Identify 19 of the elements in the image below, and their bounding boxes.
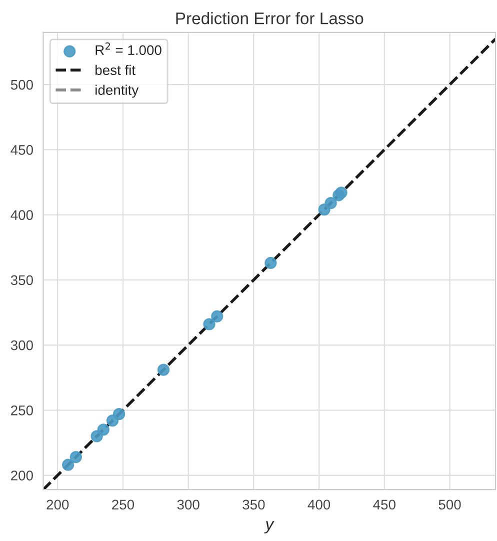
x-tick-label: 350 bbox=[242, 500, 265, 510]
legend-label: R$^{2}$ = 1.000 bbox=[96, 42, 162, 56]
x-tick-label: 200 bbox=[46, 500, 69, 510]
x-axis-title: y bbox=[264, 521, 274, 534]
y-tick-label: 250 bbox=[11, 405, 33, 416]
x-tick-label: 500 bbox=[438, 500, 461, 510]
y-tick-label: 200 bbox=[11, 470, 33, 480]
chart-title: Prediction Error for Lasso bbox=[176, 12, 364, 24]
y-tick-label: 400 bbox=[10, 210, 33, 220]
x-tick-label: 300 bbox=[177, 500, 200, 510]
legend-label: best fit bbox=[96, 64, 136, 76]
x-tick-label: 400 bbox=[308, 500, 330, 510]
y-tick-label: 500 bbox=[10, 80, 33, 90]
x-tick-label: 450 bbox=[373, 500, 396, 510]
y-tick-label: 450 bbox=[10, 145, 33, 155]
y-tick-label: 300 bbox=[10, 340, 33, 350]
x-tick-label: 250 bbox=[112, 500, 134, 510]
y-tick-label: 350 bbox=[10, 275, 33, 286]
legend-label: identity bbox=[96, 84, 139, 98]
